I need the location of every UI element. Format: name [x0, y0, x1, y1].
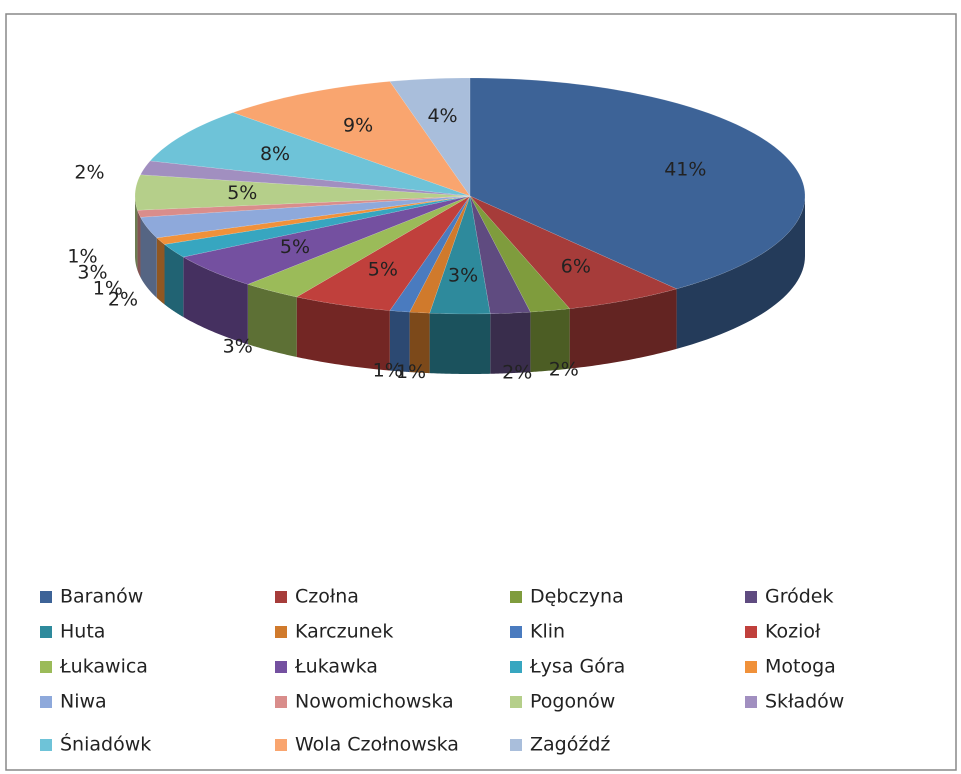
pie-slice [469, 195, 571, 313]
pie-side [530, 308, 570, 373]
pie-slice [469, 195, 678, 309]
legend-swatch [40, 591, 52, 603]
legend-swatch [745, 661, 757, 673]
data-label: 2% [549, 359, 579, 381]
legend-swatch [510, 739, 522, 751]
data-label: 3% [77, 262, 107, 284]
data-label: 8% [260, 143, 290, 165]
data-label: 3% [223, 336, 253, 358]
pie-side [137, 210, 141, 278]
legend-label: Gródek [765, 586, 834, 608]
pie-side [429, 313, 491, 374]
legend-label: Dębczyna [530, 586, 624, 608]
pie-side [296, 296, 390, 371]
data-label: 3% [448, 265, 478, 287]
legend-swatch [275, 739, 287, 751]
pie-side [164, 244, 184, 318]
pie-slice [140, 160, 471, 197]
pie-slice [389, 77, 471, 197]
legend-label: Karczunek [295, 621, 393, 643]
legend-label: Motoga [765, 656, 836, 678]
pie-side [676, 196, 805, 349]
legend-swatch [745, 591, 757, 603]
data-label: 1% [373, 359, 403, 381]
pie-slice [149, 112, 471, 197]
data-label: 6% [561, 256, 591, 278]
legend-label: Pogonów [530, 691, 615, 713]
pie-slice [134, 174, 471, 211]
pie-side [183, 257, 248, 345]
legend-swatch [745, 626, 757, 638]
legend-label: Łysa Góra [529, 656, 625, 678]
data-label: 2% [74, 161, 104, 183]
pie-slice [296, 195, 471, 311]
pie-slice [429, 195, 491, 315]
legend-label: Śniadówk [60, 732, 151, 756]
data-label: 5% [368, 259, 398, 281]
pie-side [135, 196, 138, 271]
legend-swatch [275, 661, 287, 673]
pie-side [140, 217, 157, 298]
legend-swatch [510, 591, 522, 603]
pie-side [490, 312, 531, 374]
pie-side [389, 310, 410, 373]
legend-label: Baranów [60, 586, 143, 608]
legend-swatch [275, 696, 287, 708]
legend-label: Kozioł [765, 621, 821, 643]
data-label: 9% [343, 115, 373, 137]
legend-swatch [40, 739, 52, 751]
data-label: 4% [427, 105, 457, 127]
pie-side [569, 288, 677, 369]
pie-side [156, 237, 165, 305]
pie-side [247, 284, 297, 357]
pie-slice [182, 195, 471, 285]
legend-label: Klin [530, 621, 565, 643]
legend-swatch [275, 591, 287, 603]
legend-label: Huta [60, 621, 105, 643]
pie-slice [232, 81, 471, 197]
data-label: 41% [664, 158, 706, 180]
legend-swatch [510, 661, 522, 673]
pie-slice [163, 195, 471, 258]
legend-swatch [40, 696, 52, 708]
legend-label: Czołna [295, 586, 359, 608]
legend-label: Niwa [60, 691, 107, 713]
legend-swatch [510, 626, 522, 638]
legend-label: Składów [765, 691, 844, 713]
legend-label: Nowomichowska [295, 691, 454, 713]
legend-label: Łukawka [294, 656, 378, 678]
data-label: 5% [227, 182, 257, 204]
data-label: 1% [93, 277, 123, 299]
data-label: 2% [108, 289, 138, 311]
data-label: 2% [502, 362, 532, 384]
legend-swatch [275, 626, 287, 638]
legend-label: Zagóźdź [530, 734, 610, 756]
pie-slice [247, 195, 471, 298]
data-label: 1% [396, 361, 426, 383]
pie-slice [469, 77, 806, 290]
data-label: 5% [280, 236, 310, 258]
legend-swatch [40, 661, 52, 673]
pie-slice [469, 195, 531, 315]
legend-label: Wola Czołnowska [295, 734, 459, 756]
pie-slice [140, 195, 471, 239]
data-label: 1% [67, 245, 97, 267]
pie-side [409, 312, 430, 374]
legend-swatch [40, 626, 52, 638]
legend-label: Łukawica [59, 656, 148, 678]
legend-swatch [510, 696, 522, 708]
legend-swatch [745, 696, 757, 708]
